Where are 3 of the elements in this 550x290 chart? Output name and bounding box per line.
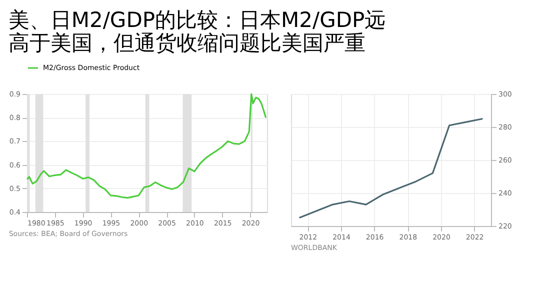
chart-title: 美、日M2/GDP的比较：日本M2/GDP远高于美国，但通货收缩问题比美国严重 — [8, 8, 386, 55]
line-series — [26, 93, 267, 199]
line-series — [298, 118, 484, 219]
